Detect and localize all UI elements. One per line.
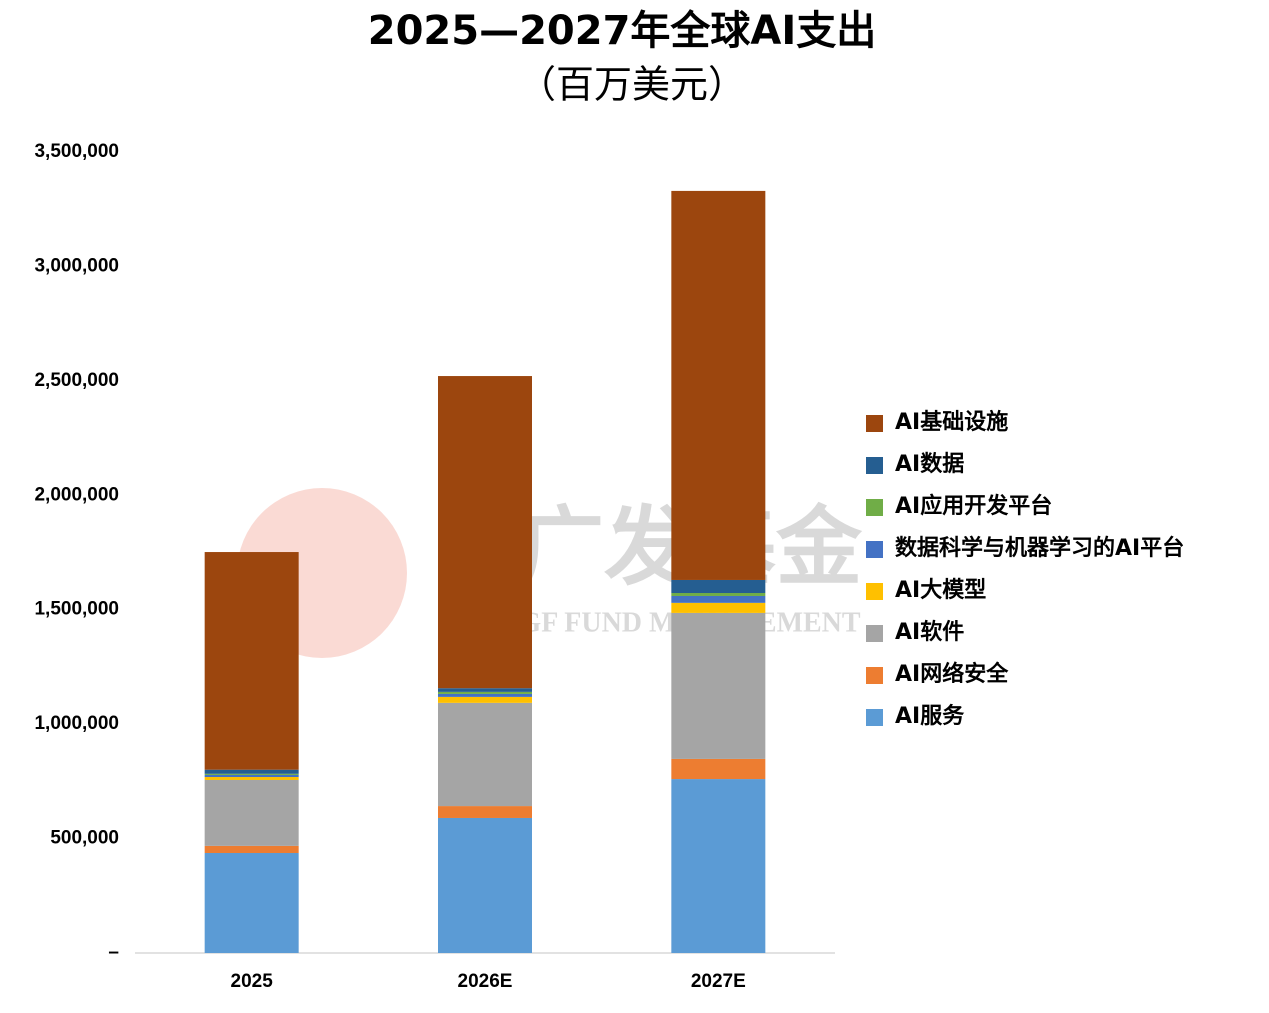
y-tick-label: 1,000,000: [34, 713, 119, 734]
bar-segment: [204, 845, 299, 853]
legend-swatch: [866, 457, 883, 474]
x-tick-label: 2027E: [691, 971, 746, 992]
bar-segment: [438, 376, 532, 689]
bar-segment: [204, 779, 299, 846]
legend-label: AI数据: [895, 451, 964, 477]
chart-title: 2025—2027年全球AI支出: [368, 8, 877, 54]
chart-subtitle: （百万美元）: [518, 63, 746, 107]
bar-segment: [671, 595, 766, 603]
y-tick-label: 1,500,000: [34, 599, 119, 620]
legend-label: 数据科学与机器学习的AI平台: [895, 535, 1184, 561]
legend-label: AI网络安全: [895, 661, 1009, 687]
legend-swatch: [866, 583, 883, 600]
bar-segment: [671, 602, 766, 613]
bar-segment: [204, 777, 299, 780]
bar-segment: [671, 579, 766, 594]
legend-swatch: [866, 709, 883, 726]
legend-label: AI基础设施: [895, 409, 1008, 435]
bar-segment: [204, 852, 299, 953]
legend-swatch: [866, 541, 883, 558]
legend-swatch: [866, 667, 883, 684]
legend-swatch: [866, 415, 883, 432]
bar-segment: [438, 691, 532, 694]
watermark: 广发基金 GF FUND MANAGEMENT: [237, 488, 863, 658]
y-tick-label: 3,000,000: [34, 255, 119, 276]
y-tick-label: 3,500,000: [34, 141, 119, 162]
bar-segment: [438, 693, 532, 697]
bar-segment: [671, 779, 766, 953]
y-tick-label: 2,000,000: [34, 484, 119, 505]
bar-segment: [671, 593, 766, 596]
bar-segment: [438, 696, 532, 703]
bar-segment: [438, 806, 532, 818]
legend-swatch: [866, 625, 883, 642]
bar-segment: [204, 773, 299, 775]
bar-segment: [671, 612, 766, 759]
bar-segment: [438, 702, 532, 807]
x-tick-label: 2025: [231, 971, 274, 992]
bar-segment: [671, 190, 766, 580]
legend-swatch: [866, 499, 883, 516]
bar-segment: [438, 817, 532, 953]
bar-segment: [438, 688, 532, 692]
bar-segment: [204, 552, 299, 770]
y-tick-label: 2,500,000: [34, 370, 119, 391]
bar-segment: [204, 769, 299, 774]
bar-segment: [204, 774, 299, 778]
legend-label: AI应用开发平台: [895, 493, 1052, 519]
x-tick-label: 2026E: [458, 971, 513, 992]
bar-segment: [671, 758, 766, 780]
legend-label: AI大模型: [895, 578, 986, 603]
legend-label: AI软件: [895, 619, 964, 645]
y-tick-label: –: [108, 942, 119, 963]
y-tick-label: 500,000: [50, 828, 119, 849]
legend-label: AI服务: [895, 704, 965, 729]
